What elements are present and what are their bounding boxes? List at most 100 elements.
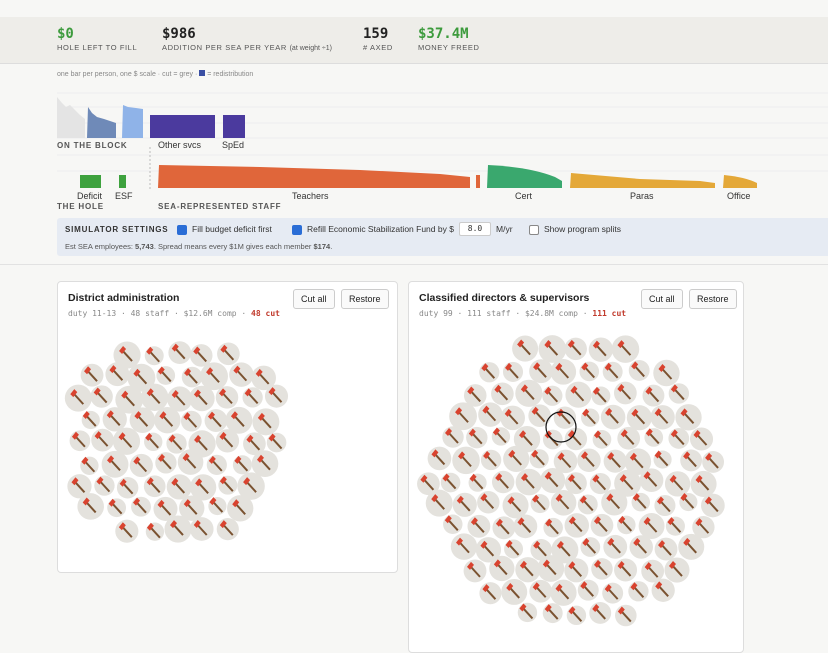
staff-token: [144, 432, 163, 452]
stats-bar: [0, 17, 828, 64]
cut-all-button[interactable]: Cut all: [293, 289, 335, 309]
axe-head: [244, 388, 252, 397]
staff-token: [166, 474, 192, 500]
staff-token: [689, 427, 714, 451]
axe-head: [257, 412, 265, 421]
axe-head: [455, 407, 463, 416]
staff-token: [216, 518, 239, 541]
staff-token: [631, 492, 651, 512]
staff-token: [651, 578, 675, 602]
chart-note: one bar per person, one $ scale · cut = …: [57, 70, 253, 78]
axe-head: [555, 493, 563, 502]
axe-head: [544, 340, 552, 349]
axe-head: [667, 517, 675, 526]
axe-head: [617, 606, 625, 615]
staff-token: [503, 445, 530, 472]
cut-count: 48 cut: [251, 309, 280, 318]
staff-token: [638, 513, 665, 539]
staff-token: [264, 384, 289, 408]
axe-head: [658, 364, 666, 373]
axe-head: [670, 429, 678, 438]
staff-token: [168, 341, 192, 365]
axe-head: [504, 408, 512, 417]
axe-head: [146, 346, 154, 355]
staff-token: [463, 559, 487, 583]
axe-head: [121, 390, 129, 399]
staff-token: [665, 516, 685, 536]
settings-footer: Est SEA employees: 5,743. Spread means e…: [65, 242, 332, 251]
axe-head: [195, 478, 203, 487]
staff-token: [77, 493, 104, 520]
staff-token: [480, 449, 502, 471]
staff-token: [154, 406, 181, 434]
checkbox-box[interactable]: [177, 224, 187, 235]
value: 5,743: [135, 242, 154, 251]
checkbox[interactable]: Show program splits: [529, 224, 621, 235]
axe-head: [220, 344, 228, 353]
axe-head: [219, 476, 227, 485]
staff-token: [577, 448, 601, 473]
axe-head: [171, 477, 179, 486]
axe-head: [580, 581, 588, 590]
axe-head: [107, 455, 115, 464]
axe-head: [157, 366, 165, 375]
staff-token: [515, 379, 543, 407]
cut-bars: [57, 97, 85, 138]
axe-head: [567, 430, 575, 439]
axe-head: [532, 582, 540, 591]
card-meta: duty 11-13 · 48 staff · $12.6M comp · 48…: [68, 309, 280, 318]
staff-token: [91, 428, 114, 452]
axe-head: [632, 493, 640, 502]
axe-head: [592, 340, 600, 349]
staff-token: [515, 468, 543, 496]
staff-token: [200, 362, 228, 391]
staff-token: [181, 366, 203, 388]
staff-token: [577, 579, 599, 601]
axe-head: [444, 515, 452, 524]
staff-token: [156, 366, 176, 385]
axe-head: [230, 411, 238, 420]
axe-head: [233, 365, 241, 374]
restore-button[interactable]: Restore: [689, 289, 737, 309]
label: ADDITION PER SEA PER YEAR: [162, 43, 287, 52]
settings-panel: [57, 218, 828, 256]
checkbox[interactable]: Fill budget deficit first: [177, 224, 272, 235]
bars: [570, 173, 715, 188]
staff-token: [112, 427, 141, 455]
staff-token: [543, 517, 563, 538]
card-meta: duty 99 · 111 staff · $24.8M comp · 111 …: [419, 309, 626, 318]
axe-head: [620, 429, 628, 438]
axe-head: [555, 362, 563, 371]
staff-token: [477, 491, 500, 514]
axe-head: [81, 456, 89, 465]
staff-token: [115, 385, 144, 414]
checkbox[interactable]: Refill Economic Stabilization Fund by $: [292, 224, 454, 235]
staff-token: [141, 383, 169, 411]
axe-head: [268, 387, 276, 396]
axe-head: [507, 496, 515, 505]
staff-token: [530, 494, 550, 514]
axe-head: [193, 346, 201, 355]
axe-head: [218, 388, 226, 397]
staff-token: [94, 475, 115, 496]
axe-head: [255, 368, 263, 377]
staff-token: [225, 406, 253, 434]
bars: [158, 165, 470, 188]
checkbox-box[interactable]: [292, 224, 302, 235]
axe-head: [519, 560, 527, 569]
stat-label: MONEY FREED: [418, 43, 480, 52]
staff-token: [542, 603, 563, 624]
axe-head: [467, 561, 475, 570]
axe-head: [607, 452, 615, 461]
cut-all-button[interactable]: Cut all: [641, 289, 683, 309]
axe-head: [208, 455, 216, 464]
axe-head: [669, 474, 677, 483]
staff-token: [127, 363, 156, 392]
restore-button[interactable]: Restore: [341, 289, 389, 309]
checkbox-box[interactable]: [529, 224, 539, 235]
refill-input[interactable]: 8.0: [459, 222, 491, 236]
staff-token: [189, 517, 214, 541]
staff-token: [504, 539, 524, 559]
axe-head: [567, 474, 575, 483]
